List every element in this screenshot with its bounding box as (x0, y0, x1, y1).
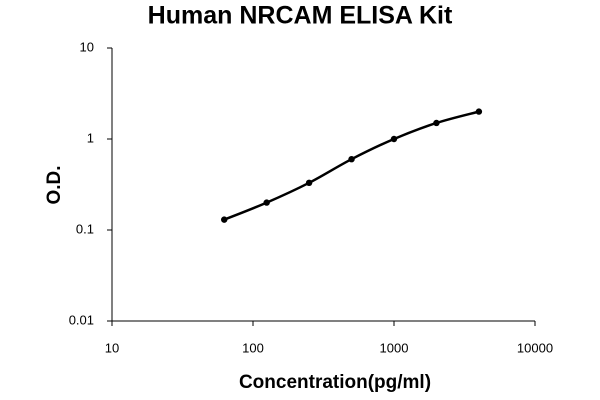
x-axis-label: Concentration(pg/ml) (239, 372, 431, 393)
data-point (263, 199, 270, 206)
curve (223, 110, 480, 221)
chart-title: Human NRCAM ELISA Kit (148, 2, 453, 30)
data-point (221, 216, 228, 223)
x-tick-label: 10 (105, 340, 119, 355)
y-tick-label: 10 (80, 39, 94, 54)
y-tick-label: 0.01 (69, 312, 94, 327)
y-tick-label: 1 (87, 130, 94, 145)
data-point (305, 179, 313, 187)
data-point (433, 119, 440, 127)
x-tick-label: 10000 (517, 340, 553, 355)
data-point (475, 108, 483, 115)
x-tick-label: 1000 (380, 340, 409, 355)
data-point (348, 155, 355, 163)
data-point (390, 135, 398, 143)
x-tick-label: 100 (242, 340, 264, 355)
y-axis-label: O.D. (44, 165, 65, 204)
y-tick-label: 0.1 (76, 221, 94, 236)
